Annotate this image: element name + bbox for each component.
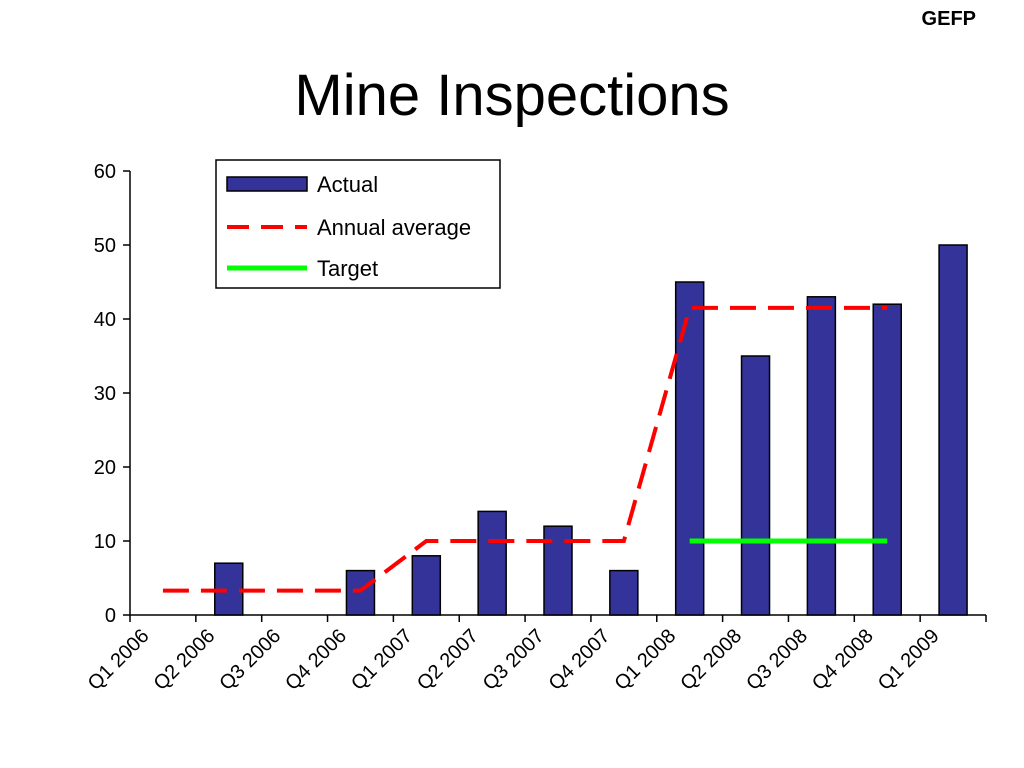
x-tick-label: Q2 2008 bbox=[676, 625, 746, 695]
y-tick-label: 30 bbox=[94, 383, 116, 405]
legend-label: Annual average bbox=[317, 215, 471, 240]
bar-actual bbox=[872, 303, 902, 616]
bar-actual bbox=[740, 355, 771, 616]
line-annual-average bbox=[162, 305, 888, 593]
legend-label: Actual bbox=[317, 172, 378, 197]
x-tick-label: Q4 2006 bbox=[281, 625, 351, 695]
bar-actual bbox=[411, 555, 442, 616]
x-tick-label: Q2 2006 bbox=[150, 625, 220, 695]
x-tick-label: Q4 2008 bbox=[808, 625, 878, 695]
x-tick-label: Q3 2006 bbox=[215, 625, 285, 695]
page-title: Mine Inspections bbox=[294, 63, 730, 128]
x-tick-label: Q3 2008 bbox=[742, 625, 812, 695]
bar-actual bbox=[938, 244, 968, 616]
x-tick-label: Q1 2008 bbox=[610, 625, 680, 695]
x-tick-label: Q4 2007 bbox=[545, 625, 615, 695]
corner-tag: GEFP bbox=[921, 8, 976, 30]
bar-actual bbox=[674, 281, 705, 616]
legend-swatch-actual bbox=[226, 176, 308, 192]
bar-actual bbox=[477, 510, 507, 616]
y-tick-label: 0 bbox=[105, 605, 116, 627]
x-tick-label: Q2 2007 bbox=[413, 625, 483, 695]
x-tick-label: Q1 2006 bbox=[84, 625, 154, 695]
y-tick-label: 20 bbox=[94, 457, 116, 479]
bar-actual bbox=[609, 569, 639, 616]
x-tick-label: Q3 2007 bbox=[479, 625, 549, 695]
y-tick-label: 60 bbox=[94, 161, 116, 183]
x-tick-label: Q1 2007 bbox=[347, 625, 417, 695]
x-tick-label: Q1 2009 bbox=[874, 625, 944, 695]
y-tick-label: 10 bbox=[94, 531, 116, 553]
legend-label: Target bbox=[317, 256, 378, 281]
bar-actual bbox=[345, 569, 376, 616]
y-tick-label: 40 bbox=[94, 309, 116, 331]
y-tick-label: 50 bbox=[94, 235, 116, 257]
bar-actual bbox=[806, 296, 837, 616]
